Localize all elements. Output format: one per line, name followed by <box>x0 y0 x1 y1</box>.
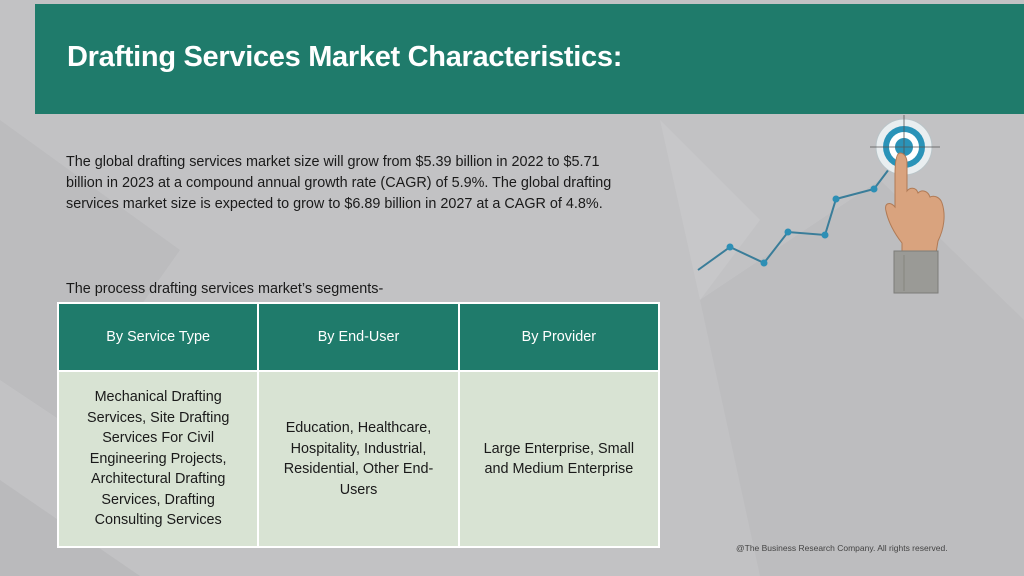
copyright-notice: @The Business Research Company. All righ… <box>736 543 948 553</box>
market-size-paragraph: The global drafting services market size… <box>66 154 612 212</box>
growth-line-icon <box>697 148 905 271</box>
cell-service-type: Mechanical Drafting Services, Site Draft… <box>56 370 260 548</box>
cell-end-user: Education, Healthcare, Hospitality, Indu… <box>257 370 460 548</box>
segments-table: By Service Type By End-User By Provider … <box>56 302 661 548</box>
header-service-type: By Service Type <box>56 302 260 372</box>
table-row: Mechanical Drafting Services, Site Draft… <box>56 370 661 548</box>
header-end-user: By End-User <box>257 302 460 372</box>
growth-target-illustration <box>697 115 945 294</box>
title-banner: Drafting Services Market Characteristics… <box>35 4 1024 114</box>
header-provider: By Provider <box>457 302 661 372</box>
page-title: Drafting Services Market Characteristics… <box>67 41 623 73</box>
cell-provider: Large Enterprise, Small and Medium Enter… <box>457 370 661 548</box>
segments-intro: The process drafting services market’s s… <box>66 281 384 297</box>
target-icon <box>870 115 940 179</box>
pointing-hand-icon <box>885 152 945 294</box>
table-header-row: By Service Type By End-User By Provider <box>56 302 661 372</box>
